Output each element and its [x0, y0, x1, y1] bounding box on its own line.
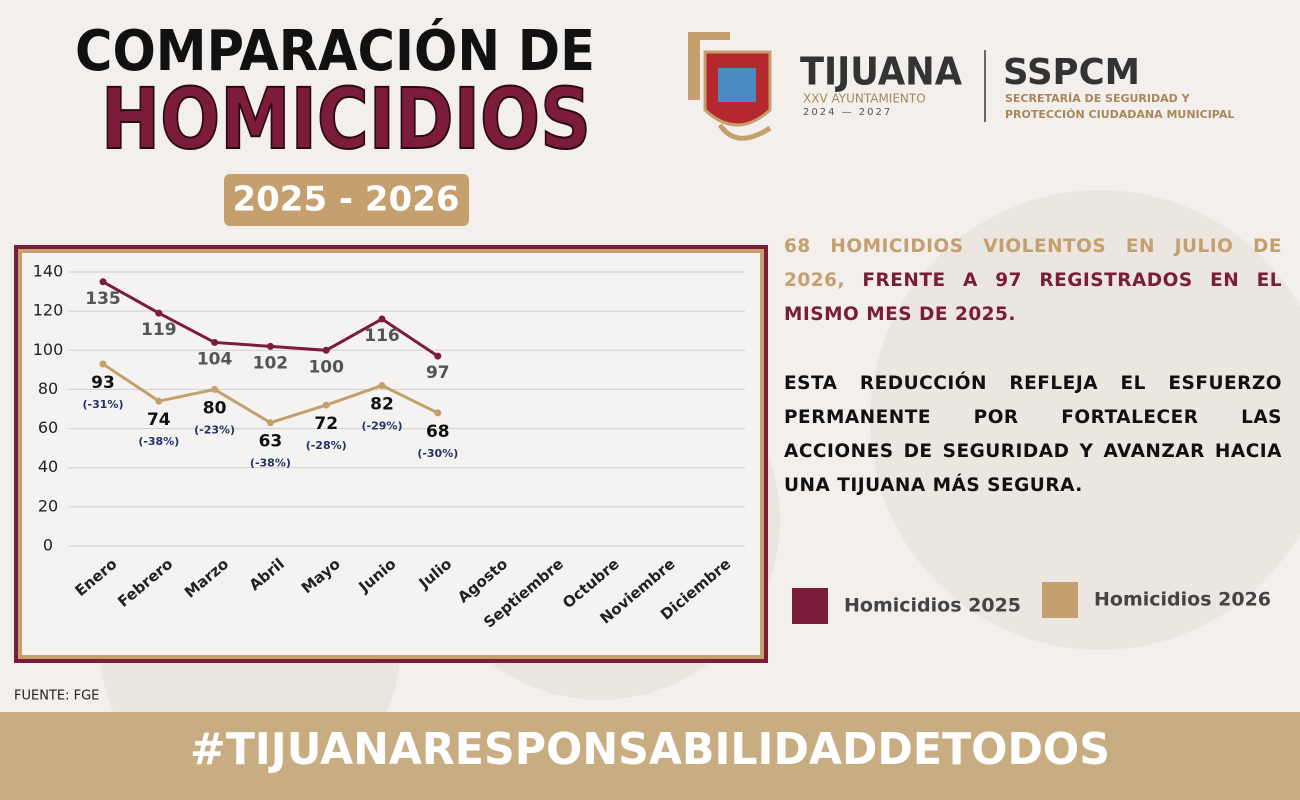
y-tick-label: 40 — [38, 457, 58, 476]
data-label: 72 — [314, 414, 338, 434]
footer-hashtag: #TIJUANARESPONSABILIDADDETODOS — [190, 724, 1110, 775]
data-point — [378, 315, 386, 323]
title-line1: COMPARACIÓN DE — [75, 19, 595, 84]
legend-swatch — [792, 588, 828, 624]
period: 2025 - 2026 — [232, 180, 459, 220]
logo-council: XXV AYUNTAMIENTO — [803, 92, 926, 106]
data-point — [322, 346, 330, 354]
legend-swatch — [1042, 582, 1078, 618]
statement-1: 68 HOMICIDIOS VIOLENTOS EN JULIO DE 2026… — [784, 230, 1282, 332]
data-label: 104 — [197, 349, 233, 369]
data-label: 82 — [370, 395, 394, 415]
title-line2: HOMICIDIOS — [101, 70, 591, 168]
logo-agency-line2: PROTECCIÓN CIUDADANA MUNICIPAL — [1005, 108, 1234, 121]
footer-band — [0, 712, 1300, 800]
y-tick-label: 100 — [33, 340, 64, 359]
data-point — [99, 360, 107, 368]
data-point — [322, 401, 330, 409]
statement-rest: FRENTE A 97 REGISTRADOS EN EL MISMO MES … — [784, 270, 1282, 325]
change-label: (-31%) — [83, 398, 124, 411]
change-label: (-28%) — [306, 439, 347, 452]
statement-highlight: 68 HOMICIDIOS VIOLENTOS EN JULIO DE 2026… — [784, 236, 1282, 291]
legend: Homicidios 2025 Homicidios 2026 — [792, 582, 1271, 624]
period-box — [224, 174, 469, 226]
legend-label: Homicidios 2025 — [844, 595, 1021, 617]
data-label: 102 — [253, 353, 289, 373]
data-point — [211, 338, 219, 346]
data-point — [266, 419, 274, 427]
logo-agency: SSPCM — [1003, 52, 1140, 93]
data-point — [99, 278, 107, 286]
logo — [688, 32, 986, 141]
data-point — [211, 385, 219, 393]
data-point — [266, 342, 274, 350]
change-label: (-29%) — [362, 420, 403, 433]
data-label: 100 — [308, 357, 344, 377]
chart-area — [22, 253, 760, 655]
data-label: 68 — [426, 422, 450, 442]
data-label: 116 — [364, 326, 400, 346]
data-label: 93 — [91, 373, 115, 393]
data-label: 119 — [141, 320, 177, 340]
data-point — [155, 309, 163, 317]
change-label: (-38%) — [250, 457, 291, 470]
legend-label: Homicidios 2026 — [1094, 589, 1271, 611]
y-tick-label: 120 — [33, 301, 64, 320]
change-label: (-23%) — [194, 423, 235, 436]
logo-city: TIJUANA — [800, 50, 963, 94]
y-tick-label: 140 — [33, 262, 64, 281]
data-label: 63 — [259, 432, 283, 452]
logo-years: 2024 — 2027 — [803, 107, 892, 118]
y-tick-label: 60 — [38, 418, 58, 437]
y-tick-label: 80 — [38, 379, 58, 398]
y-tick-label: 0 — [43, 536, 53, 555]
data-label: 97 — [426, 363, 450, 383]
change-label: (-30%) — [417, 447, 458, 460]
logo-agency-line1: SECRETARÍA DE SEGURIDAD Y — [1005, 92, 1191, 105]
data-point — [155, 397, 163, 405]
data-label: 80 — [203, 398, 227, 418]
source: FUENTE: FGE — [14, 689, 99, 704]
change-label: (-38%) — [138, 435, 179, 448]
data-point — [378, 382, 386, 390]
statement-2: ESTA REDUCCIÓN REFLEJA EL ESFUERZO PERMA… — [784, 373, 1282, 496]
data-point — [434, 409, 442, 417]
data-label: 74 — [147, 410, 171, 430]
data-label: 135 — [85, 289, 121, 309]
y-tick-label: 20 — [38, 496, 58, 515]
data-point — [434, 352, 442, 360]
